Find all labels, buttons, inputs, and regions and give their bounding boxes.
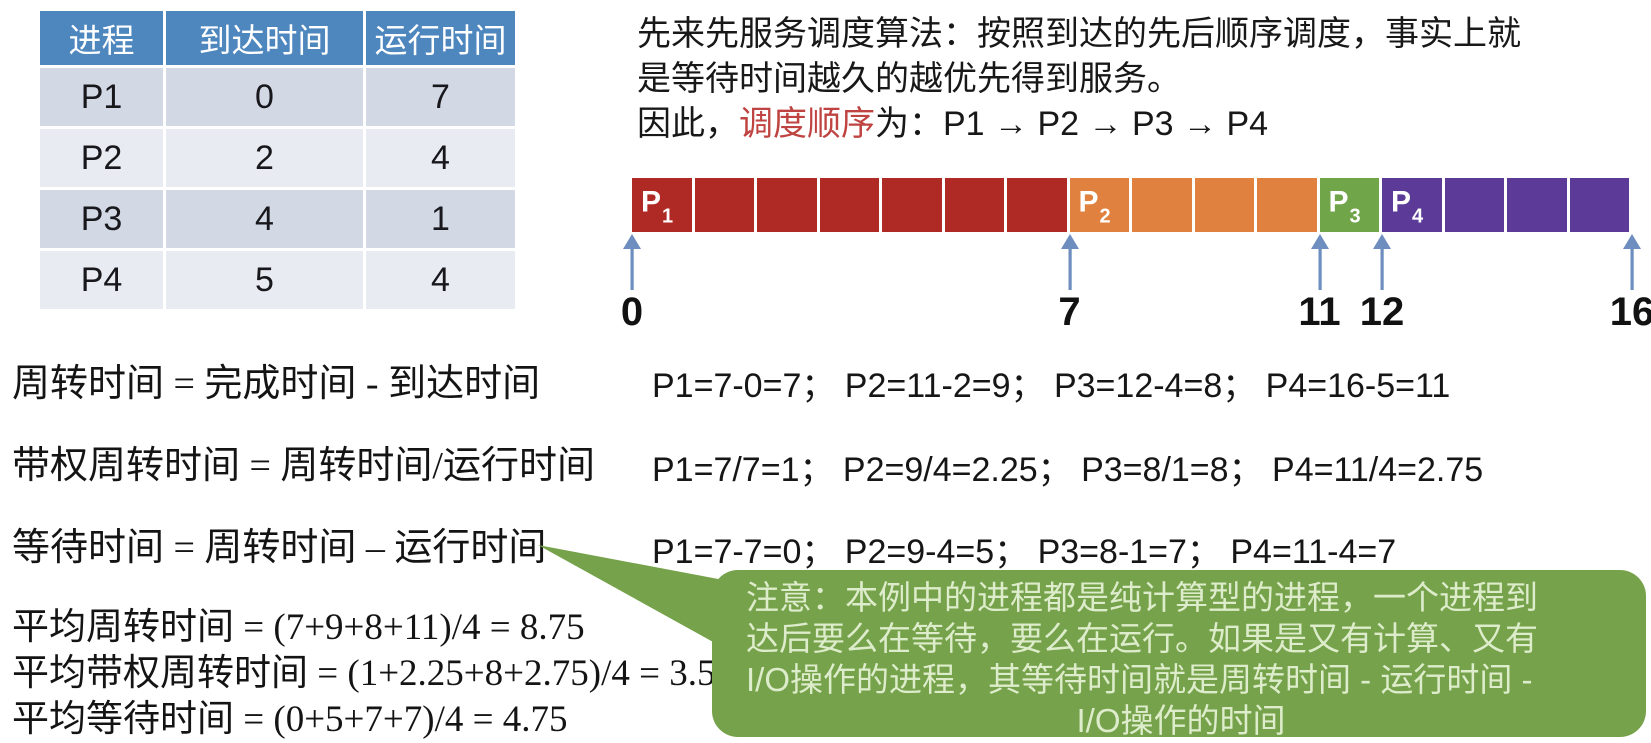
- avg-weighted-turnaround: 平均带权周转时间 = (1+2.25+8+2.75)/4 = 3.5: [12, 653, 716, 694]
- gantt-cell: [1070, 178, 1132, 232]
- column-header: 到达时间: [163, 8, 366, 68]
- gantt-cell: [1382, 178, 1445, 232]
- table-row: P3 4 1: [37, 187, 518, 251]
- note-line: 注意：本例中的进程都是纯计算型的进程，一个进程到: [746, 579, 1538, 616]
- gantt-segment-label: P2: [1078, 185, 1111, 228]
- up-arrow-icon: [1060, 234, 1079, 290]
- process-table: 进程 到达时间 运行时间 P1 0 7 P2 2 4 P3 4 1 P4 5 4: [37, 8, 518, 312]
- table-cell: P1: [37, 65, 166, 129]
- table-row: P2 2 4: [37, 126, 518, 190]
- time-marker-11: 11: [1280, 234, 1360, 332]
- gantt-cell: [1320, 178, 1382, 232]
- process-table-header-row: 进程 到达时间 运行时间: [37, 8, 518, 68]
- table-cell: P2: [37, 126, 166, 190]
- up-arrow-icon: [1310, 234, 1329, 290]
- gantt-segment-label: P1: [641, 185, 674, 228]
- gantt-cell: [1570, 178, 1632, 232]
- column-header: 运行时间: [363, 8, 518, 68]
- time-marker-value: 11: [1298, 290, 1341, 334]
- gantt-cell: [1132, 178, 1195, 232]
- table-cell: 4: [363, 126, 518, 190]
- column-header: 进程: [37, 8, 166, 68]
- time-marker-value: 16: [1609, 290, 1651, 334]
- schedule-order-prefix: 因此，: [637, 105, 739, 143]
- formula-waiting: 等待时间 = 周转时间 – 运行时间: [12, 527, 547, 569]
- schedule-order-highlight: 调度顺序: [739, 105, 875, 143]
- time-marker-16: 16: [1592, 234, 1651, 332]
- table-cell: P4: [37, 248, 166, 312]
- table-cell: 5: [163, 248, 366, 312]
- schedule-order-line: 因此，调度顺序为：P1 → P2 → P3 → P4: [637, 102, 1647, 147]
- fcfs-description-line2: 是等待时间越久的越优先得到服务。: [637, 60, 1181, 98]
- gantt-segment-label: P4: [1391, 185, 1424, 228]
- calc-turnaround: P1=7-0=7； P2=11-2=9； P3=12-4=8； P4=16-5=…: [652, 367, 1451, 405]
- up-arrow-icon: [1373, 234, 1391, 290]
- time-marker-7: 7: [1030, 234, 1110, 332]
- formula-weighted-turnaround: 带权周转时间 = 周转时间/运行时间: [12, 445, 595, 487]
- note-line: 达后要么在等待，要么在运行。如果是又有计算、又有: [746, 620, 1538, 657]
- table-cell: 7: [363, 65, 518, 129]
- up-arrow-icon: [623, 234, 641, 290]
- gantt-segment-label: P3: [1328, 185, 1361, 228]
- formula-turnaround: 周转时间 = 完成时间 - 到达时间: [12, 363, 541, 405]
- gantt-cell: [1445, 178, 1507, 232]
- time-marker-value: 0: [620, 290, 644, 334]
- note-bubble: 注意：本例中的进程都是纯计算型的进程，一个进程到 达后要么在等待，要么在运行。如…: [712, 570, 1646, 739]
- time-marker-12: 12: [1342, 234, 1422, 332]
- process-table-body: P1 0 7 P2 2 4 P3 4 1 P4 5 4: [37, 65, 518, 312]
- avg-turnaround: 平均周转时间 = (7+9+8+11)/4 = 8.75: [12, 607, 585, 648]
- gantt-segment-p2: P2: [1069, 178, 1320, 232]
- time-marker-0: 0: [592, 234, 672, 332]
- table-cell: 4: [163, 187, 366, 251]
- table-cell: 1: [363, 187, 518, 251]
- time-marker-value: 12: [1359, 290, 1405, 334]
- table-cell: 0: [163, 65, 366, 129]
- up-arrow-icon: [1623, 234, 1641, 290]
- gantt-cell: [1007, 178, 1070, 232]
- fcfs-description: 先来先服务调度算法：按照到达的先后顺序调度，事实上就 是等待时间越久的越优先得到…: [637, 12, 1647, 147]
- table-row: P4 5 4: [37, 248, 518, 312]
- gantt-cell: [1507, 178, 1570, 232]
- gantt-segment-p3: P3: [1319, 178, 1382, 232]
- gantt-cell: [882, 178, 945, 232]
- gantt-cell: [1257, 178, 1320, 232]
- gantt-cell: [1195, 178, 1257, 232]
- gantt-cell: [757, 178, 820, 232]
- gantt-cell: [820, 178, 882, 232]
- calc-weighted-turnaround: P1=7/7=1； P2=9/4=2.25； P3=8/1=8； P4=11/4…: [652, 451, 1484, 489]
- gantt-bar: P1 P2 P3 P4: [632, 178, 1632, 232]
- time-marker-value: 7: [1058, 290, 1081, 334]
- calc-waiting: P1=7-7=0； P2=9-4=5； P3=8-1=7； P4=11-4=7: [652, 533, 1397, 571]
- note-line: I/O操作的进程，其等待时间就是周转时间 - 运行时间 -: [746, 661, 1533, 698]
- gantt-cell: [695, 178, 757, 232]
- table-cell: 2: [163, 126, 366, 190]
- table-row: P1 0 7: [37, 65, 518, 129]
- note-line: I/O操作的时间: [1076, 702, 1286, 739]
- schedule-order-sequence: 为：P1 → P2 → P3 → P4: [875, 105, 1269, 143]
- gantt-cell: [632, 178, 695, 232]
- fcfs-description-line1: 先来先服务调度算法：按照到达的先后顺序调度，事实上就: [637, 15, 1521, 53]
- avg-waiting: 平均等待时间 = (0+5+7+7)/4 = 4.75: [12, 699, 568, 740]
- table-cell: P3: [37, 187, 166, 251]
- gantt-segment-p4: P4: [1382, 178, 1632, 232]
- gantt-segment-p1: P1: [632, 178, 1070, 232]
- table-cell: 4: [363, 248, 518, 312]
- gantt-cell: [945, 178, 1007, 232]
